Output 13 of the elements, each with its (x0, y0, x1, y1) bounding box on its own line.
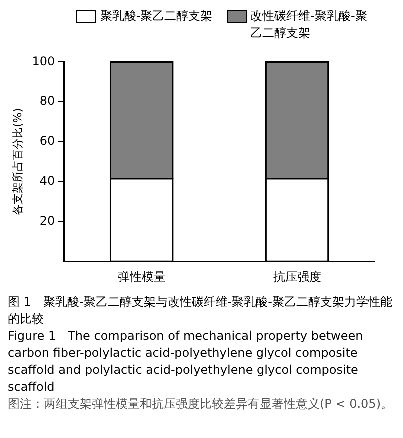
legend-label: 聚乳酸-聚乙二醇支架 (100, 8, 213, 25)
y-tick-label: 100 (32, 54, 56, 68)
text: 图注：两组支架弹性模量和抗压强度比较差异有显著性意义(P < 0.05)。 (8, 396, 394, 413)
x-tick-label: 抗压强度 (273, 270, 322, 284)
caption: 图 1 聚乳酸-聚乙二醇支架与改性碳纤维-聚乳酸-聚乙二醇支架力学性能的比较 (8, 294, 394, 328)
y-tick-label: 40 (40, 174, 56, 188)
y-tick-label: 20 (40, 214, 56, 228)
x-tick-label: 弹性模量 (118, 270, 166, 284)
y-axis-title: 各支架所占百分比(%) (11, 108, 24, 216)
y-tick-label: 60 (40, 134, 56, 148)
y-tick-label: 80 (40, 94, 56, 108)
legend-label: 改性碳纤维-聚乳酸-聚乙二醇支架 (250, 8, 368, 42)
caption: Figure 1 The comparison of mechanical property between carbon fiber-polylactic acid-polyethylene glycol composite scaffold and polylactic acid-polyethylene glycol composite scaffold (8, 328, 364, 396)
